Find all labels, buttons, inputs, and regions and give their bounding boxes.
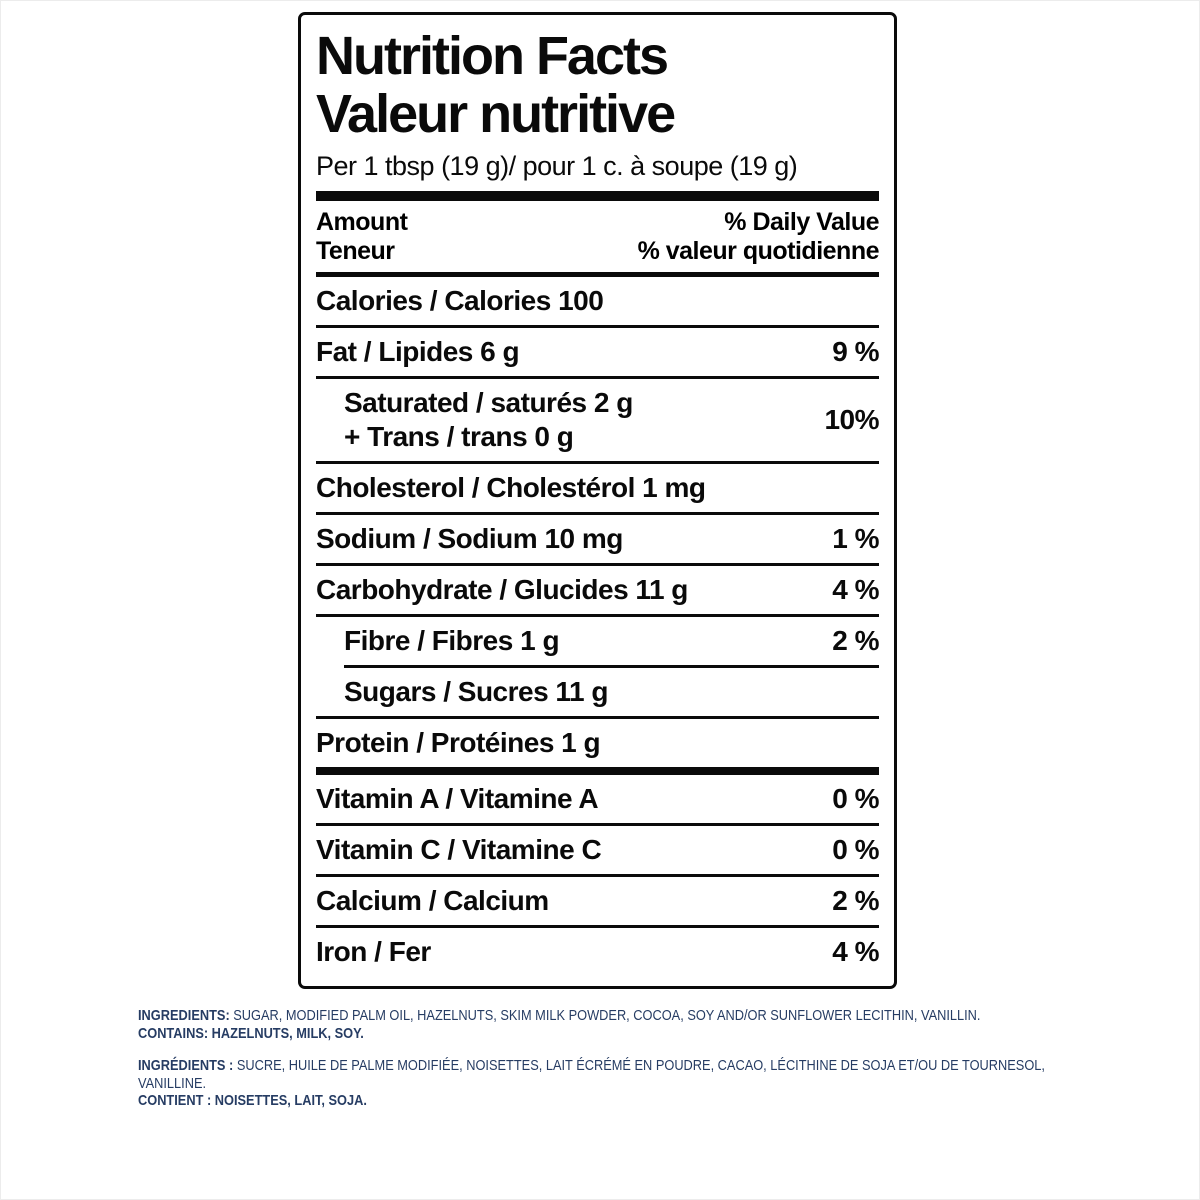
nutrient-row-calcium: Calcium / Calcium 2 % bbox=[316, 877, 879, 925]
amount-label-fr: Teneur bbox=[316, 237, 395, 265]
separator-rule bbox=[316, 563, 879, 566]
nutrient-name: Fat / Lipides 6 g bbox=[316, 336, 520, 367]
title-english: Nutrition Facts bbox=[316, 26, 669, 86]
nutrient-name: Vitamin C / Vitamine C bbox=[316, 834, 602, 865]
nutrient-name: Fibre / Fibres 1 g bbox=[344, 625, 560, 656]
thick-divider-top bbox=[316, 191, 879, 201]
separator-rule bbox=[344, 665, 879, 668]
nutrient-name: Calcium / Calcium bbox=[316, 885, 549, 916]
ingredients-section: INGREDIENTS: SUGAR, MODIFIED PALM OIL, H… bbox=[138, 1007, 1095, 1110]
nutrient-name: Vitamin A / Vitamine A bbox=[316, 783, 599, 814]
separator-rule bbox=[316, 716, 879, 719]
separator-rule bbox=[316, 512, 879, 515]
nutrient-row-saturated-trans: Saturated / saturés 2 g + Trans / trans 0… bbox=[316, 379, 879, 461]
nutrient-name: Carbohydrate / Glucides 11 g bbox=[316, 574, 688, 605]
contains-statement-fr: CONTIENT : NOISETTES, LAIT, SOJA. bbox=[138, 1092, 367, 1109]
nutrient-daily-value: 1 % bbox=[832, 523, 879, 554]
nutrient-row-carbohydrate: Carbohydrate / Glucides 11 g 4 % bbox=[316, 566, 879, 614]
nutrient-row-protein: Protein / Protéines 1 g bbox=[316, 719, 879, 767]
nutrient-name: Saturated / saturés 2 g + Trans / trans 0… bbox=[344, 387, 633, 452]
nutrition-facts-panel: Nutrition Facts Valeur nutritive Per 1 t… bbox=[298, 12, 897, 989]
separator-rule bbox=[316, 874, 879, 877]
nutrient-row-iron: Iron / Fer 4 % bbox=[316, 928, 879, 976]
separator-rule bbox=[316, 272, 879, 277]
nutrient-daily-value: 0 % bbox=[832, 783, 879, 814]
separator-rule bbox=[316, 767, 879, 775]
nutrient-row-sodium: Sodium / Sodium 10 mg 1 % bbox=[316, 515, 879, 563]
separator-rule bbox=[316, 614, 879, 617]
amount-label-en: Amount bbox=[316, 208, 408, 236]
ingredients-english: INGREDIENTS: SUGAR, MODIFIED PALM OIL, H… bbox=[138, 1007, 1095, 1042]
separator-rule bbox=[316, 925, 879, 928]
ingredients-french: INGRÉDIENTS : SUCRE, HUILE DE PALME MODI… bbox=[138, 1057, 1095, 1110]
daily-value-label-fr: % valeur quotidienne bbox=[637, 237, 880, 265]
daily-value-label-en: % Daily Value bbox=[724, 208, 879, 236]
nutrient-daily-value: 9 % bbox=[832, 336, 879, 367]
ingredients-body2-fr: VANILLINE. bbox=[138, 1074, 207, 1092]
nutrient-name: Sodium / Sodium 10 mg bbox=[316, 523, 623, 554]
contains-statement-en: CONTAINS: HAZELNUTS, MILK, SOY. bbox=[138, 1024, 364, 1042]
separator-rule bbox=[316, 461, 879, 464]
nutrient-daily-value: 4 % bbox=[832, 936, 879, 967]
serving-size: Per 1 tbsp (19 g)/ pour 1 c. à soupe (19… bbox=[316, 151, 798, 181]
nutrient-rows: Calories / Calories 100 Fat / Lipides 6 g… bbox=[316, 272, 879, 976]
nutrient-daily-value: 10% bbox=[824, 404, 879, 435]
nutrient-daily-value: 0 % bbox=[832, 834, 879, 865]
nutrient-name: Sugars / Sucres 11 g bbox=[344, 676, 608, 707]
nutrient-row-fibre: Fibre / Fibres 1 g 2 % bbox=[316, 617, 879, 665]
ingredients-body-fr: SUCRE, HUILE DE PALME MODIFIÉE, NOISETTE… bbox=[236, 1057, 1045, 1074]
nutrient-row-calories: Calories / Calories 100 bbox=[316, 277, 879, 325]
ingredients-body-en: SUGAR, MODIFIED PALM OIL, HAZELNUTS, SKI… bbox=[233, 1007, 981, 1024]
column-header: Amount % Daily Value Teneur % valeur quo… bbox=[316, 208, 880, 266]
nutrient-row-cholesterol: Cholesterol / Cholestérol 1 mg bbox=[316, 464, 879, 512]
separator-rule bbox=[316, 376, 879, 379]
nutrient-row-fat: Fat / Lipides 6 g 9 % bbox=[316, 328, 879, 376]
nutrient-name: Iron / Fer bbox=[316, 936, 431, 967]
nutrient-name: Protein / Protéines 1 g bbox=[316, 727, 601, 758]
nutrient-row-sugars: Sugars / Sucres 11 g bbox=[316, 668, 879, 716]
ingredients-lead-en: INGREDIENTS: bbox=[138, 1007, 230, 1024]
title-french: Valeur nutritive bbox=[316, 84, 676, 144]
separator-rule bbox=[316, 823, 879, 826]
nutrient-daily-value: 2 % bbox=[832, 885, 879, 916]
ingredients-lead-fr: INGRÉDIENTS : bbox=[138, 1057, 234, 1074]
nutrient-row-vitamin-a: Vitamin A / Vitamine A 0 % bbox=[316, 775, 879, 823]
nutrient-daily-value: 4 % bbox=[832, 574, 879, 605]
nutrient-daily-value: 2 % bbox=[832, 625, 879, 656]
separator-rule bbox=[316, 325, 879, 328]
nutrient-name: Cholesterol / Cholestérol 1 mg bbox=[316, 472, 706, 503]
nutrient-row-vitamin-c: Vitamin C / Vitamine C 0 % bbox=[316, 826, 879, 874]
nutrient-name: Calories / Calories 100 bbox=[316, 285, 604, 316]
